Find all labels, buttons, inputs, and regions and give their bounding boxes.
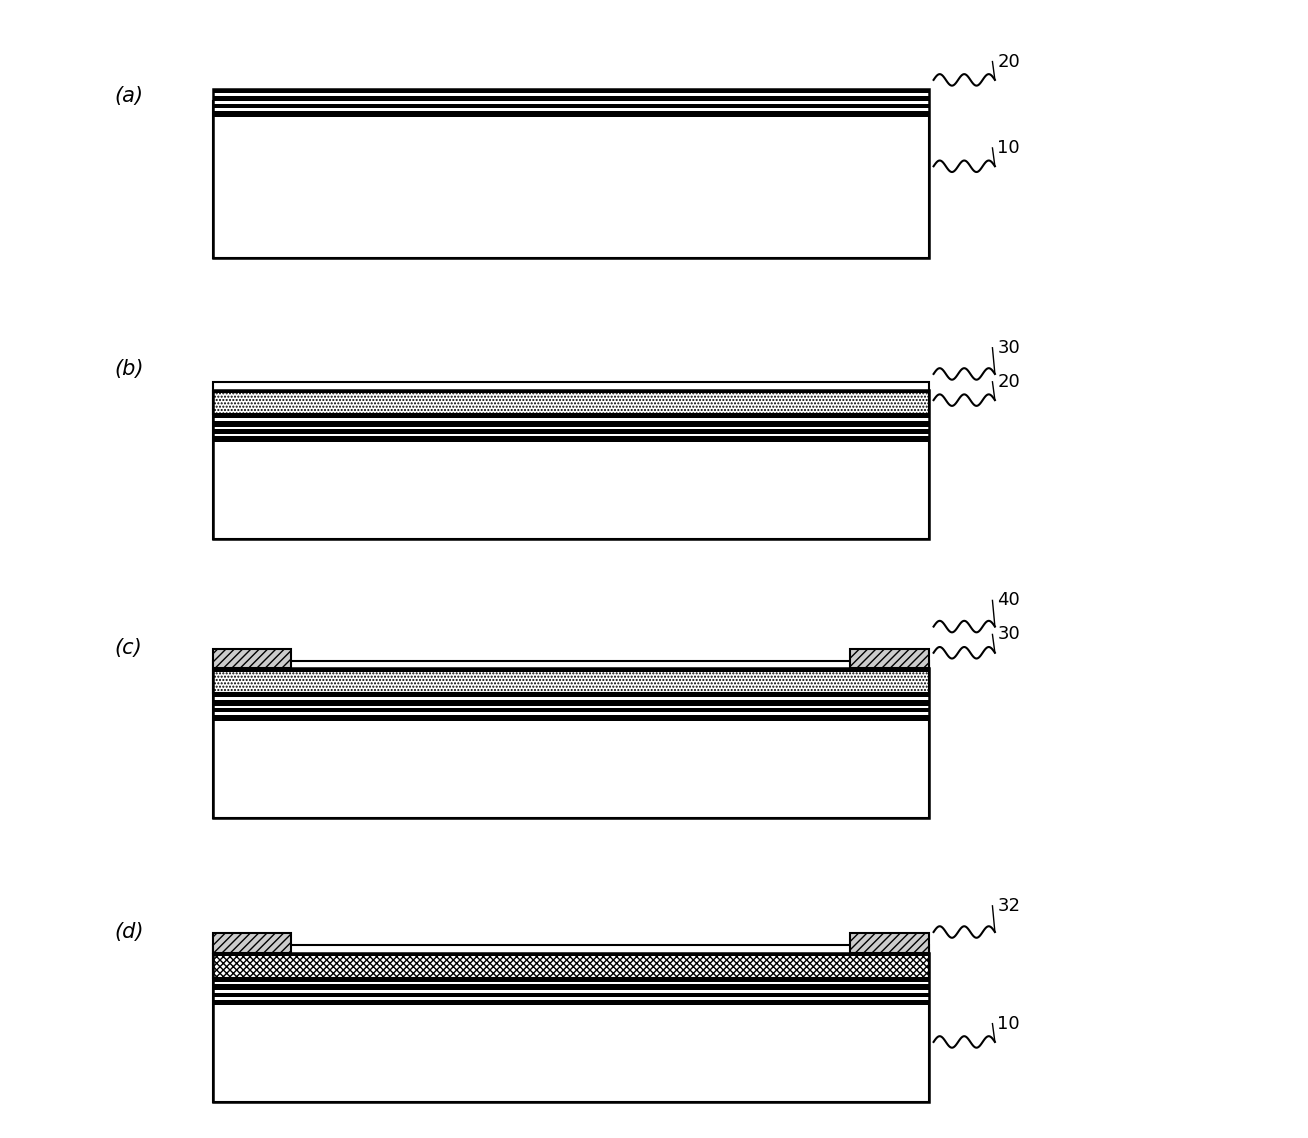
Bar [212,108,929,110]
Bar [212,382,929,539]
Bar [212,89,929,258]
Bar [212,669,929,693]
Bar [212,429,929,434]
Bar [212,953,929,1102]
Text: 10: 10 [998,139,1020,157]
Bar [212,649,292,668]
Bar [850,933,929,953]
Text: 20: 20 [998,52,1020,71]
Text: (c): (c) [115,637,143,658]
Text: (a): (a) [115,85,144,106]
Bar [212,96,929,101]
Bar [212,660,929,817]
Bar [212,419,929,421]
Bar [212,698,929,700]
Bar [212,715,929,720]
Bar [212,427,929,429]
Bar [212,389,929,539]
Bar [212,953,929,956]
Text: (b): (b) [115,358,144,379]
Bar [212,436,929,442]
Text: 30: 30 [998,626,1020,643]
Text: 40: 40 [998,592,1020,610]
Bar [850,649,929,668]
Bar [212,668,929,817]
Bar [212,110,929,116]
Bar [212,708,929,712]
Bar [212,101,929,104]
Bar [212,954,929,978]
Bar [212,712,929,715]
Bar [212,945,929,1102]
Text: 20: 20 [998,373,1020,390]
Bar [212,984,929,990]
Bar [212,982,929,984]
Bar [212,990,929,992]
Bar [212,390,929,414]
Bar [212,999,929,1005]
Bar [212,93,929,96]
Bar [212,390,929,414]
Bar [212,421,929,427]
Bar [212,104,929,108]
Bar [212,89,929,93]
Bar [212,706,929,708]
Text: 32: 32 [998,897,1020,915]
Text: (d): (d) [115,922,144,942]
Bar [212,434,929,436]
Bar [212,933,292,953]
Text: 10: 10 [998,1015,1020,1032]
Bar [212,997,929,999]
Bar [212,101,929,258]
Bar [212,414,929,419]
Bar [212,700,929,706]
Bar [212,992,929,997]
Text: 30: 30 [998,339,1020,357]
Bar [212,978,929,982]
Bar [212,389,929,393]
Bar [212,668,929,671]
Bar [212,693,929,698]
